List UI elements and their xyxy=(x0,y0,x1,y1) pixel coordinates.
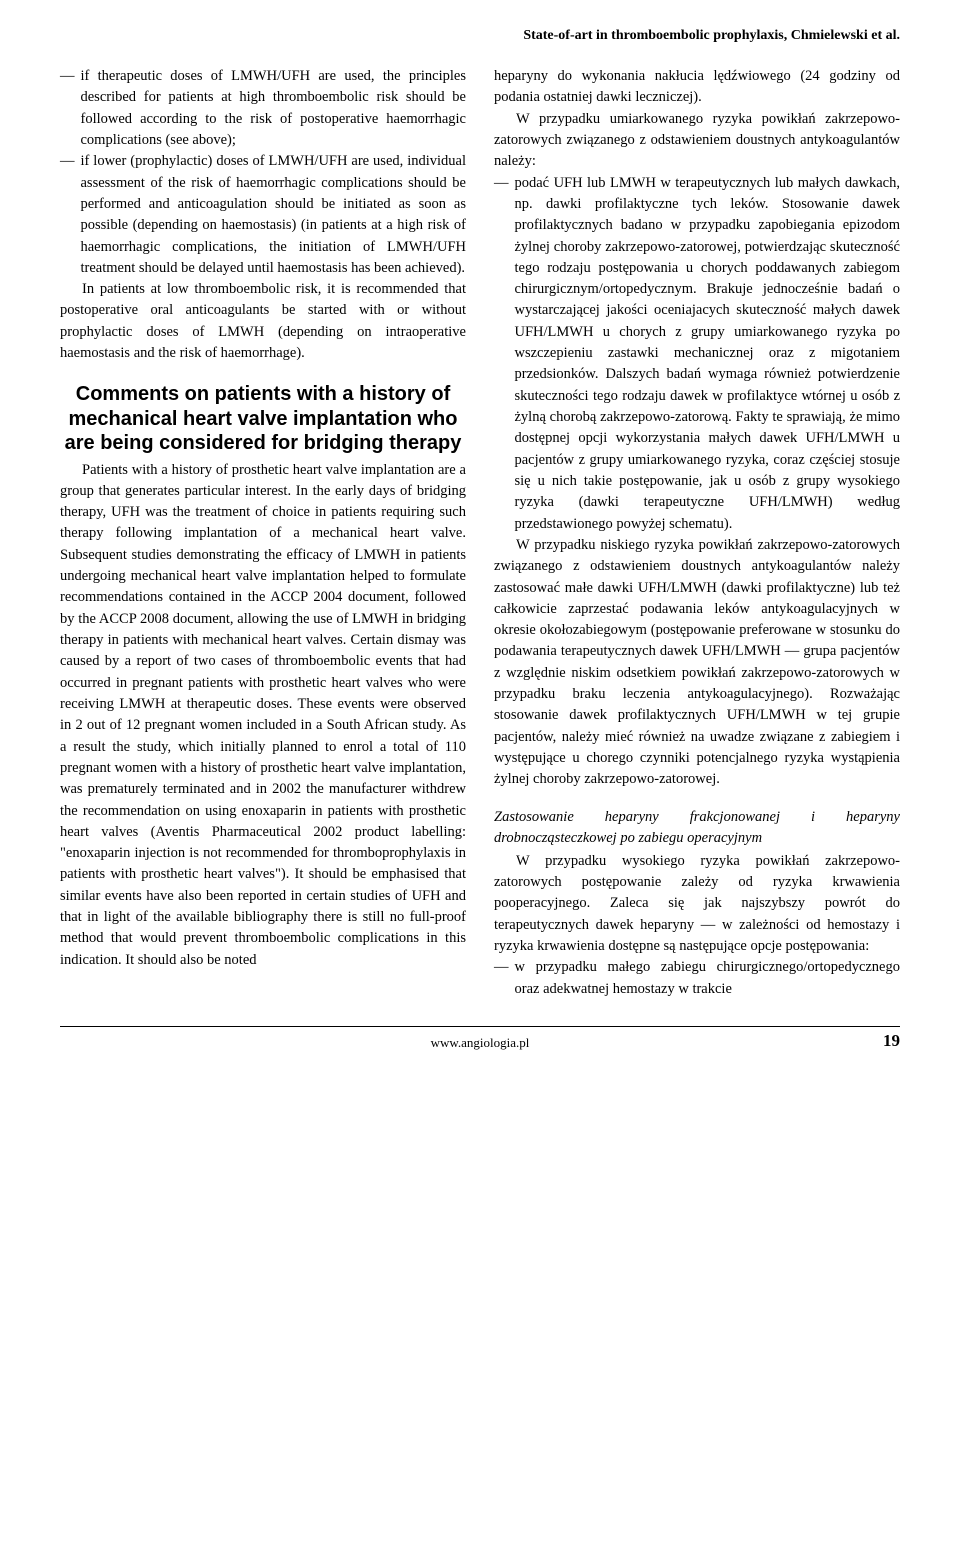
paragraph: W przypadku niskiego ryzyka powikłań zak… xyxy=(494,535,900,791)
paragraph: Patients with a history of prosthetic he… xyxy=(60,460,466,972)
paragraph: W przypadku wysokiego ryzyka powikłań za… xyxy=(494,851,900,958)
paragraph: W przypadku umiarkowanego ryzyka powikła… xyxy=(494,109,900,173)
two-column-layout: — if therapeutic doses of LMWH/UFH are u… xyxy=(60,66,900,1000)
paragraph: heparyny do wykonania nakłucia lędźwiowe… xyxy=(494,66,900,109)
section-heading: Comments on patients with a history of m… xyxy=(60,382,466,455)
page-footer: www.angiologia.pl 19 xyxy=(60,1026,900,1051)
page-number: 19 xyxy=(860,1031,900,1051)
left-column: — if therapeutic doses of LMWH/UFH are u… xyxy=(60,66,466,1000)
bullet-text: if lower (prophylactic) doses of LMWH/UF… xyxy=(81,151,467,279)
bullet-text: podać UFH lub LMWH w terapeutycznych lub… xyxy=(515,173,901,535)
bullet-item: — if therapeutic doses of LMWH/UFH are u… xyxy=(60,66,466,151)
bullet-item: — if lower (prophylactic) doses of LMWH/… xyxy=(60,151,466,279)
dash-icon: — xyxy=(60,151,81,279)
paragraph: In patients at low thromboembolic risk, … xyxy=(60,279,466,364)
bullet-text: w przypadku małego zabiegu chirurgiczneg… xyxy=(515,957,901,1000)
running-header: State-of-art in thromboembolic prophylax… xyxy=(60,28,900,44)
italic-subheading: Zastosowanie heparyny frakcjonowanej i h… xyxy=(494,807,900,849)
dash-icon: — xyxy=(60,66,81,151)
dash-icon: — xyxy=(494,173,515,535)
page-container: State-of-art in thromboembolic prophylax… xyxy=(0,0,960,1071)
dash-icon: — xyxy=(494,957,515,1000)
footer-site-url: www.angiologia.pl xyxy=(100,1035,860,1051)
bullet-item: — podać UFH lub LMWH w terapeutycznych l… xyxy=(494,173,900,535)
bullet-item: — w przypadku małego zabiegu chirurgiczn… xyxy=(494,957,900,1000)
right-column: heparyny do wykonania nakłucia lędźwiowe… xyxy=(494,66,900,1000)
bullet-text: if therapeutic doses of LMWH/UFH are use… xyxy=(81,66,467,151)
